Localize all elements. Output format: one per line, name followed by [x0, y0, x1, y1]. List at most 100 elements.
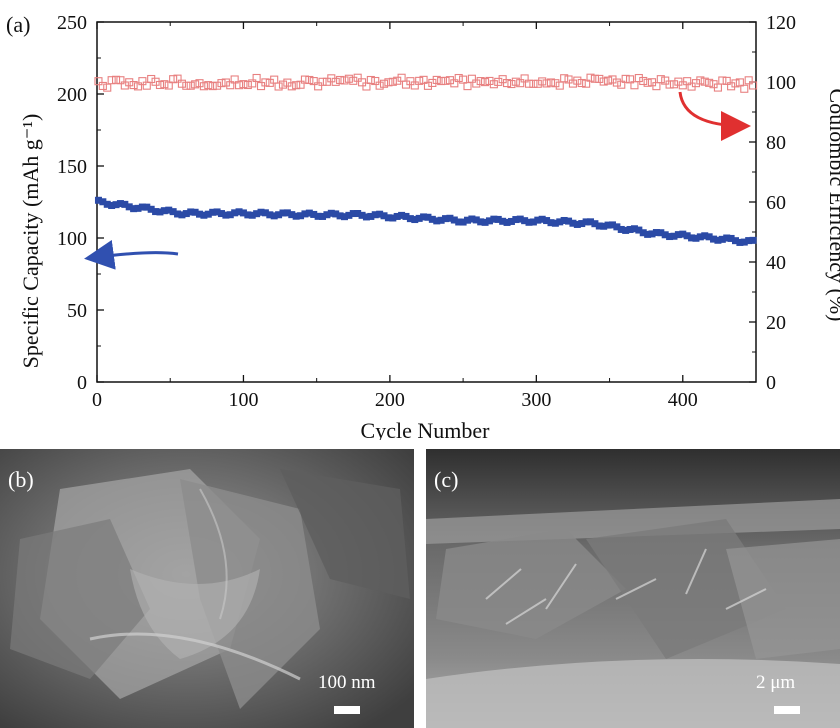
capacity-point [354, 209, 362, 217]
y-right-tick-label: 120 [766, 12, 796, 34]
ticks: 0 100 200 300 400 0 50 100 150 200 250 0 20 40 60 80 100… [57, 12, 796, 411]
efficiency-point [208, 82, 217, 91]
scalebar-label-c: 2 μm [756, 672, 796, 693]
capacity-point [670, 232, 678, 240]
capacity-point [266, 211, 274, 219]
efficiency-point [344, 74, 353, 83]
capacity-point [261, 209, 269, 217]
capacity-point [433, 217, 441, 225]
efficiency-point [595, 74, 604, 83]
efficiency-point [415, 76, 424, 85]
x-tick-label: 400 [668, 389, 698, 411]
efficiency-point [138, 77, 147, 86]
efficiency-point [261, 78, 270, 87]
efficiency-point [524, 79, 534, 88]
efficiency-point [590, 74, 599, 83]
capacity-point [222, 211, 230, 219]
efficiency-point [511, 77, 520, 86]
efficiency-point [735, 78, 744, 87]
y-left-tick-label: 100 [57, 228, 87, 250]
capacity-point [525, 218, 533, 226]
capacity-point [622, 226, 630, 234]
capacity-point [424, 213, 432, 221]
capacity-point [187, 208, 195, 216]
efficiency-point [239, 80, 248, 89]
capacity-point [608, 221, 616, 229]
efficiency-point [722, 76, 731, 85]
efficiency-point [489, 80, 498, 89]
efficiency-point [142, 81, 151, 90]
efficiency-point [476, 77, 485, 86]
capacity-point [152, 208, 160, 216]
panel-label-b: (b) [8, 467, 34, 492]
efficiency-point [199, 82, 208, 91]
capacity-point [652, 229, 660, 237]
capacity-point [591, 220, 599, 228]
capacity-point [521, 217, 529, 225]
capacity-point [138, 203, 146, 211]
capacity-point [279, 209, 287, 217]
capacity-point [314, 212, 322, 220]
capacity-point [112, 201, 120, 209]
y-left-tick-label: 200 [57, 84, 87, 106]
y-left-tick-label: 50 [67, 300, 87, 322]
capacity-point [661, 231, 669, 239]
capacity-point [701, 232, 709, 240]
capacity-point [547, 219, 555, 227]
efficiency-point [182, 81, 191, 90]
efficiency-point [379, 79, 389, 88]
capacity-point [512, 216, 520, 224]
efficiency-point [160, 80, 169, 89]
efficiency-point [718, 76, 727, 85]
capacity-point [507, 217, 515, 225]
capacity-point [340, 213, 348, 221]
efficiency-point [586, 73, 595, 82]
capacity-point [459, 218, 467, 226]
capacity-point [499, 217, 507, 225]
efficiency-point [432, 75, 441, 84]
capacity-point [674, 231, 682, 239]
capacity-point [165, 206, 173, 214]
capacity-point [235, 208, 243, 216]
capacity-point [288, 211, 296, 219]
efficiency-point [375, 81, 384, 90]
capacity-point [723, 234, 731, 242]
efficiency-point [634, 73, 643, 83]
efficiency-point [700, 77, 709, 86]
efficiency-point [599, 77, 608, 86]
capacity-point [600, 222, 608, 230]
capacity-point [450, 216, 458, 224]
series-efficiency [94, 73, 758, 93]
efficiency-point [555, 81, 564, 90]
capacity-point [543, 217, 551, 225]
capacity-point [560, 216, 568, 224]
efficiency-point [252, 73, 261, 83]
efficiency-point [612, 78, 621, 87]
capacity-point [648, 230, 656, 238]
capacity-point [749, 236, 757, 244]
sem-texture-c [426, 449, 840, 728]
efficiency-point [507, 79, 516, 89]
efficiency-point [516, 79, 525, 88]
capacity-point [297, 212, 305, 220]
capacity-point [174, 210, 182, 218]
capacity-point [464, 216, 472, 224]
efficiency-point [546, 78, 556, 87]
capacity-point [613, 223, 621, 231]
capacity-point [301, 210, 309, 218]
capacity-point [683, 232, 691, 240]
efficiency-point [459, 75, 468, 84]
efficiency-point [230, 75, 239, 84]
efficiency-point [669, 80, 679, 89]
efficiency-point [309, 77, 318, 86]
efficiency-point [274, 82, 283, 91]
efficiency-point [164, 81, 173, 90]
efficiency-point [691, 79, 701, 88]
sem-image-c: (c) 2 μm [426, 449, 840, 728]
scalebar-c [774, 706, 800, 714]
cycling-chart: (a) 0 100 200 300 400 0 50 100 150 200 250 0 20 40 60 8… [6, 12, 840, 440]
capacity-point [692, 234, 700, 242]
capacity-point [503, 218, 511, 226]
capacity-point [442, 215, 450, 223]
